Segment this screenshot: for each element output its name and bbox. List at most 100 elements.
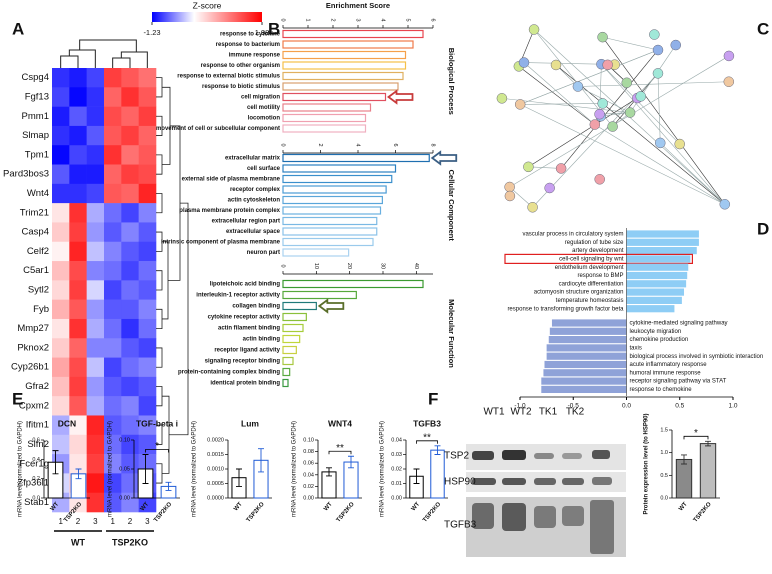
gene-label: Ifitm1 [26, 420, 49, 431]
heatmap-cell [52, 357, 70, 378]
heatmap-cell [138, 396, 157, 416]
x-tick-label: 4 [380, 18, 386, 21]
panel-label: D [757, 219, 769, 238]
heatmap-cell [121, 396, 139, 416]
heatmap-cell [121, 434, 139, 455]
category-label: identical protein binding [210, 381, 280, 387]
y-tick-label: 0.0005 [207, 481, 224, 487]
heatmap-cell [138, 318, 157, 339]
network-node [719, 199, 731, 210]
y-tick-label: 0.0020 [207, 437, 224, 443]
arrow [430, 150, 458, 166]
heatmap-cell [52, 299, 70, 320]
heatmap-cell [86, 222, 105, 243]
network [496, 24, 735, 213]
heatmap-cell [138, 145, 157, 165]
gene-label: Stab1 [24, 497, 49, 508]
x-tick-label: 6 [430, 18, 436, 21]
gene-label: Slmap [22, 130, 49, 141]
x-tick-label: 2 [317, 143, 323, 146]
heatmap-cell [138, 106, 157, 127]
heatmap-cell [52, 241, 70, 262]
heatmap-cell [86, 183, 105, 204]
bar [626, 305, 675, 313]
panel-label: F [428, 389, 438, 408]
heatmap-cell [69, 68, 87, 88]
network-edge [560, 49, 659, 169]
network-node [550, 59, 562, 71]
heatmap-cell [52, 280, 70, 300]
error-bar [142, 454, 149, 484]
heatmap-cell [121, 261, 139, 281]
gene-label: Gfra2 [25, 381, 49, 392]
bar [282, 356, 294, 366]
y-tick-label: 0.00 [391, 495, 402, 501]
network-edge [594, 124, 725, 205]
heatmap-cell [69, 396, 87, 416]
heatmap-cell [52, 222, 70, 243]
heatmap-cell [69, 299, 87, 320]
heatmap-cell [69, 222, 87, 243]
bar [282, 206, 382, 215]
gene-label: Cpxm2 [19, 400, 49, 411]
x-tick-label: WT [50, 501, 61, 512]
heatmap-cell [104, 280, 122, 300]
y-tick-label: 0.08 [303, 449, 314, 455]
network-edge [555, 64, 725, 205]
network-node [674, 138, 685, 150]
bar [626, 271, 688, 280]
category-label: humoral immune response [630, 370, 702, 376]
category-label: actomyosin structure organization [534, 290, 624, 296]
heatmap-cell [86, 164, 105, 185]
heatmap-cell [86, 473, 105, 493]
heatmap-cell [104, 145, 122, 165]
bar [282, 248, 350, 257]
y-tick-label: 0.04 [391, 437, 402, 443]
bar [626, 263, 689, 271]
error-bar [52, 450, 59, 475]
heatmap-cell [121, 203, 139, 223]
category-label: cytokine receptor activity [208, 315, 281, 321]
gene-label: Sytl2 [28, 285, 49, 296]
error-bar [681, 454, 687, 465]
panel-label: B [268, 19, 280, 38]
gene-label: Pard3bos3 [3, 169, 49, 180]
bar [626, 280, 687, 288]
bar [548, 336, 627, 344]
heatmap-cell [121, 68, 139, 88]
heatmap-cell [138, 68, 157, 88]
network-node [670, 39, 682, 51]
column-label: 1 [58, 517, 63, 526]
network-node [621, 77, 633, 89]
heatmap-cell [121, 454, 139, 474]
lane-label: TK2 [566, 407, 585, 418]
gene-label: Slfn2 [27, 439, 49, 450]
heatmap-cell [121, 145, 139, 165]
network-node [602, 59, 613, 71]
heatmap-cell [86, 106, 105, 127]
group-label: Molecular Function [447, 299, 456, 368]
network-node [518, 57, 530, 68]
heatmap-cell [104, 203, 122, 223]
x-tick-label: 0 [280, 143, 286, 146]
network-node [504, 190, 516, 202]
y-tick-label: 0.4 [32, 457, 40, 463]
bar [549, 327, 627, 335]
chart-title: TGFB3 [413, 418, 441, 428]
heatmap-cell [121, 299, 139, 320]
heatmap-cell [86, 357, 105, 378]
bar [282, 40, 414, 49]
heatmap-cell [104, 376, 122, 397]
category-label: artery development [572, 248, 624, 254]
bar [282, 312, 307, 322]
network-edge [509, 55, 730, 188]
y-tick-label: 0.0010 [207, 466, 224, 472]
network-node [607, 121, 618, 132]
heatmap-cell [69, 280, 87, 300]
band-label: HSP90 [444, 477, 476, 488]
bar [626, 238, 699, 246]
bar [282, 301, 317, 311]
category-label: regulation of tube size [565, 240, 624, 246]
heatmap-cell [104, 415, 122, 436]
bar [282, 367, 291, 377]
